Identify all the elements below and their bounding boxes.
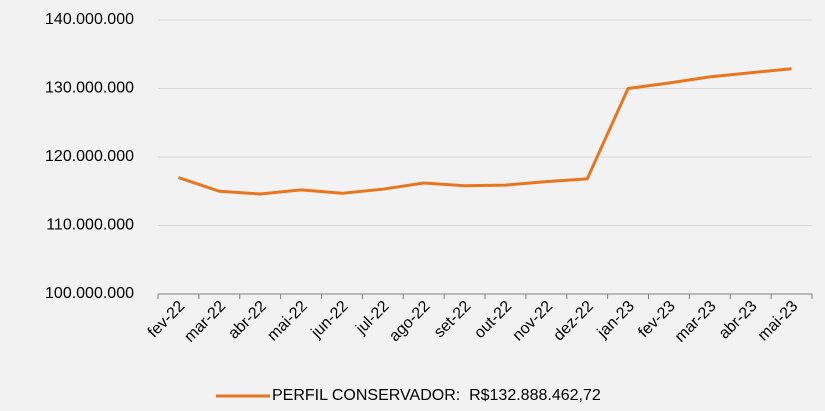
x-tick-label: mai-23	[755, 298, 802, 345]
legend-label: PERFIL CONSERVADOR: R$132.888.462,72	[272, 387, 601, 404]
y-tick-label: 120.000.000	[45, 148, 134, 165]
x-tick-label: out-22	[471, 298, 515, 342]
x-tick-label: dez-22	[550, 298, 597, 345]
line-series	[177, 67, 792, 196]
x-tick-label: mar-23	[672, 298, 720, 346]
x-tick-label: abr-22	[225, 298, 270, 343]
y-tick-label: 140.000.000	[45, 11, 134, 28]
x-tick-label: mar-22	[181, 298, 229, 346]
x-tick-label: jan-23	[594, 298, 638, 342]
x-tick-label: ago-22	[386, 298, 433, 345]
x-tick-label: jun-22	[308, 298, 352, 342]
x-tick-label: set-22	[431, 298, 475, 342]
y-tick-label: 110.000.000	[46, 217, 134, 234]
x-tick-label: nov-22	[510, 298, 557, 345]
y-tick-label: 100.000.000	[45, 285, 134, 302]
x-tick-label: abr-23	[716, 298, 761, 343]
x-tick-label: mai-22	[264, 298, 311, 345]
y-tick-label: 130.000.000	[45, 80, 134, 97]
